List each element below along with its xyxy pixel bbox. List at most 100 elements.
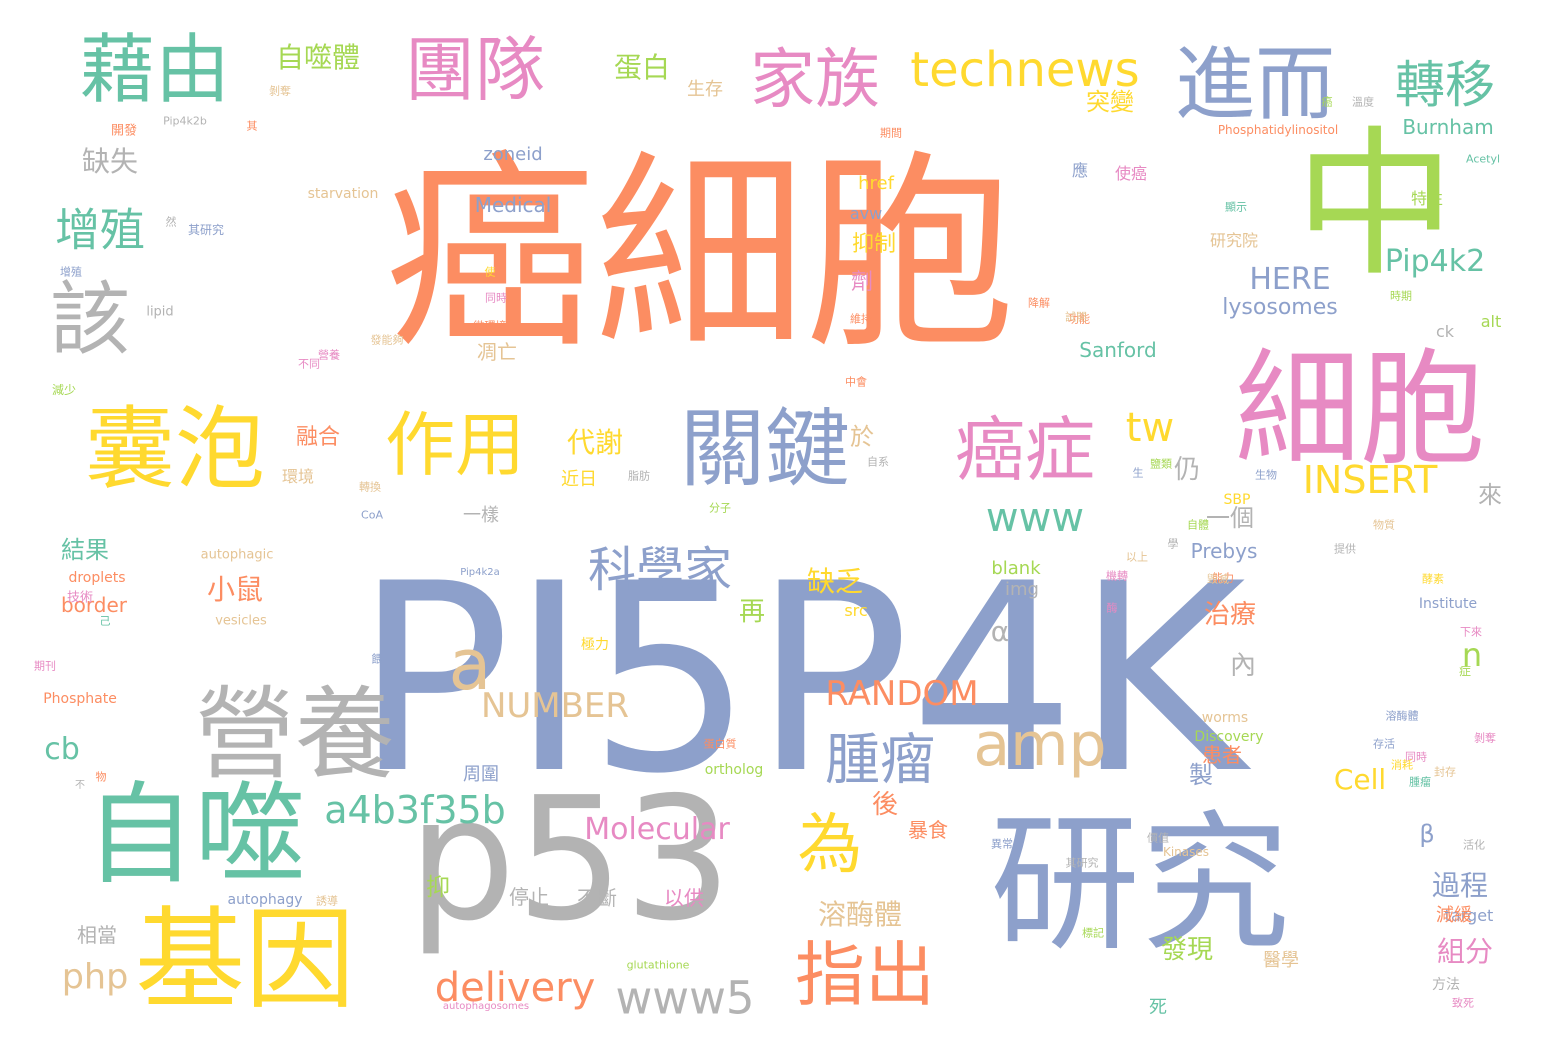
cloud-word: 自噬體: [275, 41, 361, 74]
cloud-word: avw: [849, 204, 883, 223]
cloud-word: HERE: [1249, 262, 1331, 297]
cloud-word: 暴食: [908, 818, 948, 842]
cloud-word: 價值: [1147, 831, 1169, 845]
cloud-word: Pip4k2a: [460, 567, 500, 578]
cloud-word: Institute: [1418, 596, 1478, 612]
cloud-word: 技術: [66, 590, 94, 606]
cloud-word: 功能: [1068, 312, 1090, 326]
cloud-word: 囊泡: [85, 397, 265, 502]
cloud-word: 於: [850, 423, 874, 451]
cloud-word: Phosphatidylinositol: [1217, 123, 1339, 137]
cloud-word: 降解: [1028, 296, 1050, 310]
cloud-word: 蛋白: [613, 51, 671, 84]
cloud-word: 研究院: [1209, 231, 1259, 250]
cloud-word: 標記: [1082, 926, 1104, 940]
cloud-word: 家族: [749, 42, 881, 118]
cloud-word: 增殖: [60, 265, 82, 279]
cloud-word: 指出: [795, 934, 935, 1016]
cloud-word: 學: [1167, 537, 1179, 551]
cloud-word: 試開: [1065, 310, 1087, 324]
cloud-word: border: [60, 593, 128, 617]
cloud-word: 關鍵: [679, 400, 851, 500]
cloud-word: 相當: [77, 923, 117, 947]
cloud-word: alt: [1480, 312, 1502, 331]
cloud-word: 治療: [1203, 600, 1257, 630]
cloud-word: 己: [99, 614, 111, 628]
cloud-word: 營養: [318, 348, 340, 362]
cloud-word: 生物: [1255, 468, 1277, 482]
cloud-word: 作用: [385, 404, 525, 486]
cloud-word: 致死: [1452, 996, 1474, 1010]
cloud-word: n: [1461, 636, 1483, 674]
cloud-word: 中: [1294, 111, 1456, 298]
cloud-word: 一樣: [463, 505, 499, 526]
cloud-word: 同時: [485, 291, 507, 305]
cloud-word: lysosomes: [1222, 295, 1338, 320]
cloud-word: 下來: [1460, 625, 1482, 639]
cloud-word: 患者: [1202, 743, 1242, 767]
cloud-word: 癌: [1321, 95, 1333, 109]
cloud-word: 餵: [371, 652, 383, 666]
cloud-word: 極力: [581, 637, 609, 653]
cloud-word: 細胞: [1235, 337, 1485, 483]
cloud-word: 同時: [1405, 750, 1427, 764]
cloud-word: p53: [407, 761, 733, 959]
cloud-word: glutathione: [626, 958, 690, 972]
cloud-word: a: [448, 624, 492, 706]
cloud-word: 過程: [1431, 869, 1489, 902]
cloud-word: 近日: [561, 469, 597, 490]
cloud-word: lipid: [146, 304, 174, 320]
cloud-word: 分子: [709, 501, 731, 515]
cloud-word: 維持: [850, 312, 872, 326]
cloud-word: 自噬: [85, 771, 305, 899]
cloud-word: 腫瘤: [824, 727, 936, 792]
cloud-word: 時期: [1390, 289, 1412, 303]
cloud-word: 以供: [664, 886, 704, 910]
cloud-word: CoA: [361, 508, 383, 522]
cloud-word: Medical: [474, 193, 552, 217]
cloud-word: 誘導: [316, 894, 338, 908]
cloud-word: 自體: [1187, 518, 1209, 532]
cloud-word: src: [844, 601, 868, 620]
cloud-word: 環境: [281, 467, 315, 486]
cloud-word: www5: [615, 971, 755, 1025]
cloud-word: 組分: [1436, 935, 1494, 968]
cloud-word: 內: [1229, 651, 1257, 681]
cloud-word: Cell: [1333, 763, 1387, 796]
cloud-word: Pip4k2b: [163, 114, 207, 128]
cloud-word: 消耗: [1391, 758, 1413, 772]
cloud-word: 基因: [135, 896, 355, 1024]
cloud-word: 一個: [1206, 504, 1254, 532]
cloud-word: target: [1444, 906, 1494, 925]
cloud-word: 仍: [1173, 455, 1201, 485]
cloud-word: 症: [1458, 664, 1472, 678]
cloud-word: 周圍: [463, 764, 499, 785]
cloud-word: delivery: [434, 965, 596, 1011]
cloud-word: 死: [1149, 997, 1167, 1018]
cloud-word: technews: [910, 42, 1140, 98]
cloud-word: 其研究: [187, 223, 225, 237]
cloud-word: 增殖: [54, 203, 146, 257]
cloud-word: 特性: [1410, 189, 1444, 208]
cloud-word: 溶酶體: [817, 898, 903, 931]
cloud-word: 然: [165, 215, 177, 229]
cloud-word: 為: [797, 807, 863, 883]
cloud-word: SBP: [1223, 492, 1251, 508]
cloud-word: amp: [973, 710, 1107, 780]
cloud-word: 小鼠: [206, 573, 264, 606]
cloud-word: 不同: [298, 357, 320, 371]
cloud-word: 研究: [989, 798, 1291, 972]
cloud-word: 減緩: [1436, 905, 1472, 926]
cloud-word: 物: [95, 770, 107, 784]
cloud-word: 物質: [1373, 518, 1395, 532]
cloud-word: 期刊: [34, 659, 56, 673]
cloud-word: 機轉: [1106, 569, 1128, 583]
cloud-word: tw: [1125, 405, 1175, 451]
cloud-word: 代謝: [566, 426, 624, 459]
cloud-word: NUMBER: [480, 686, 630, 726]
cloud-word: 缺失: [81, 145, 139, 178]
cloud-word: 融合: [295, 425, 341, 450]
cloud-word: 減少: [51, 383, 77, 397]
cloud-word: 異常: [991, 837, 1013, 851]
